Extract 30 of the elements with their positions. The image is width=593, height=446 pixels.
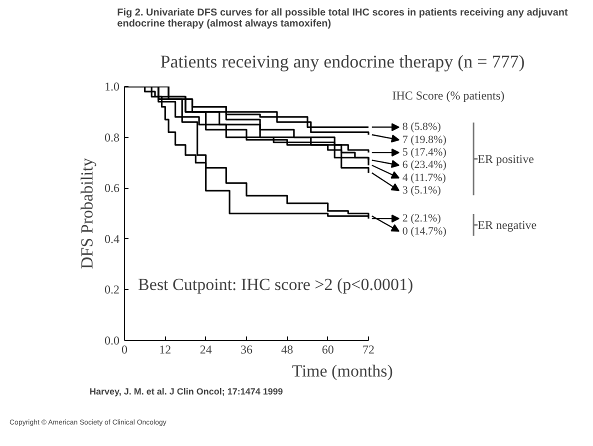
x-tick-label: 24: [200, 342, 212, 356]
legend-label: 7 (19.8%): [402, 134, 447, 146]
legend-title: IHC Score (% patients): [392, 88, 505, 102]
text: ER negative: [478, 218, 537, 232]
text: ER positive: [478, 152, 534, 166]
x-tick-label: 48: [281, 342, 294, 356]
legend-label: 5 (17.4%): [402, 146, 447, 159]
x-tick-label: 60: [322, 342, 334, 356]
y-tick-label: 0.8: [104, 130, 120, 144]
legend-label: 0 (14.7%): [402, 225, 447, 238]
legend-label: 2 (2.1%): [402, 212, 442, 225]
annotation: Best Cutpoint: IHC score >2 (p<0.0001): [138, 275, 414, 294]
y-tick-label: 0.2: [104, 282, 120, 297]
x-tick-label: 12: [159, 342, 172, 356]
x-tick-label: 72: [362, 342, 374, 356]
legend-label: 8 (5.8%): [402, 121, 442, 134]
x-tick-label: 36: [240, 342, 252, 356]
legend-label: 4 (11.7%): [402, 172, 446, 184]
legend-label: 3 (5.1%): [402, 184, 442, 197]
y-tick-label: 0.0: [104, 334, 120, 348]
legend-label: 6 (23.4%): [402, 159, 447, 172]
x-tick-label: 0: [122, 342, 128, 356]
chart-subtitle: Patients receiving any endocrine therapy (n = 777): [160, 52, 525, 72]
y-tick-label: 0.4: [104, 232, 120, 246]
x-axis-title: Time (months): [292, 362, 393, 380]
y-tick-label: 0.6: [104, 181, 120, 196]
chart-title: Fig 2. Univariate DFS curves for all possible total IHC scores in patients receiving any adjuvant endocrine therapy (almost always tamoxifen): [117, 8, 569, 30]
y-tick-label: 1.0: [104, 80, 120, 94]
y-axis-title: DFS Probability: [78, 158, 96, 269]
text: Harvey, J. M. et al. J Clin Oncol; 17:1474 1999: [90, 386, 283, 396]
